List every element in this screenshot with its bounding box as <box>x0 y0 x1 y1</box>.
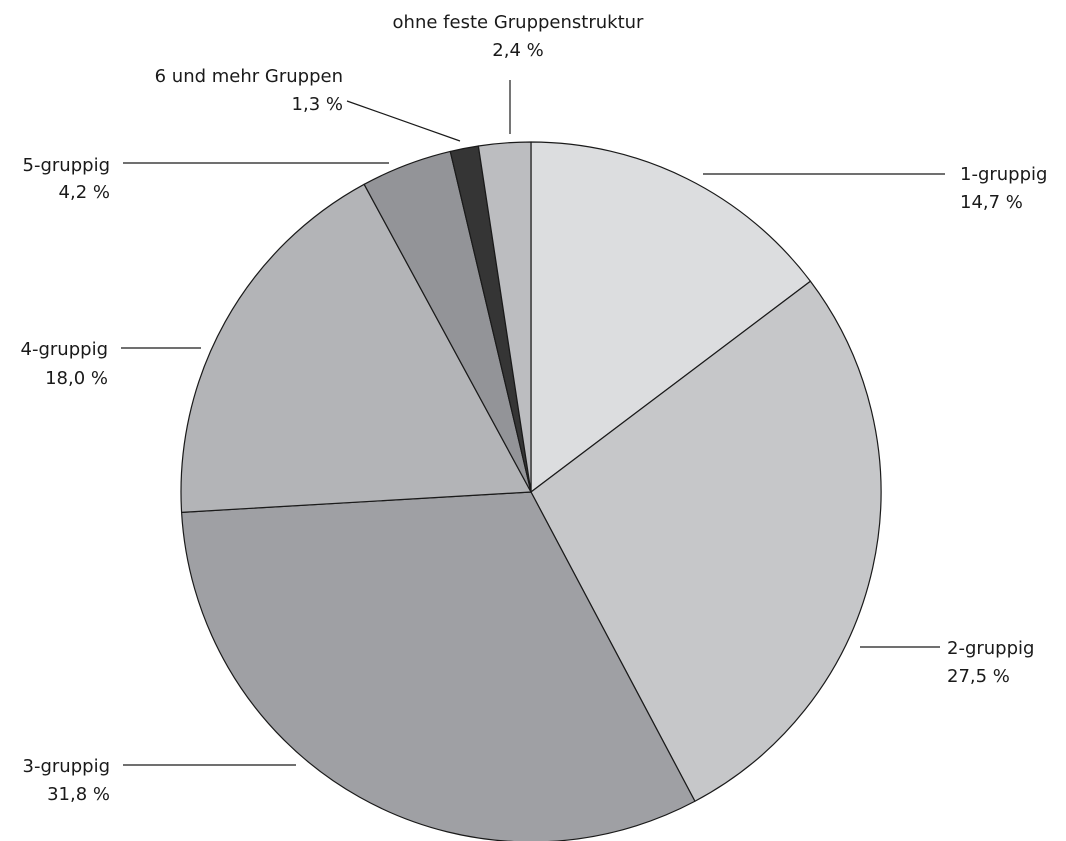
slice-label-1-gruppig: 1-gruppig <box>960 164 1047 185</box>
slice-label-5-gruppig: 5-gruppig <box>23 155 110 176</box>
leader-line-6-und-mehr-gruppen <box>346 100 461 142</box>
pie-slice-4-gruppig <box>180 183 532 513</box>
slice-value-ohne-feste: 2,4 % <box>492 40 543 61</box>
slice-value-6-und-mehr: 1,3 % <box>292 94 343 115</box>
pie-slices <box>180 141 882 841</box>
slice-label-3-gruppig: 3-gruppig <box>23 756 110 777</box>
slice-value-5-gruppig: 4,2 % <box>59 182 110 203</box>
slice-label-ohne-feste: ohne feste Gruppenstruktur <box>393 12 644 33</box>
slice-value-2-gruppig: 27,5 % <box>947 666 1010 687</box>
pie-slice-2-gruppig <box>530 280 882 802</box>
leader-lines <box>121 80 945 766</box>
slice-label-4-gruppig: 4-gruppig <box>21 339 108 360</box>
pie-slice-3-gruppig <box>180 491 696 841</box>
slice-label-2-gruppig: 2-gruppig <box>947 638 1034 659</box>
slice-value-3-gruppig: 31,8 % <box>47 784 110 805</box>
slice-value-4-gruppig: 18,0 % <box>45 368 108 389</box>
pie-slice-1-gruppig <box>530 141 812 493</box>
slice-label-6-und-mehr: 6 und mehr Gruppen <box>155 66 343 87</box>
slice-value-1-gruppig: 14,7 % <box>960 192 1023 213</box>
pie-slice-ohne-feste-gruppenstruktur <box>477 141 532 493</box>
